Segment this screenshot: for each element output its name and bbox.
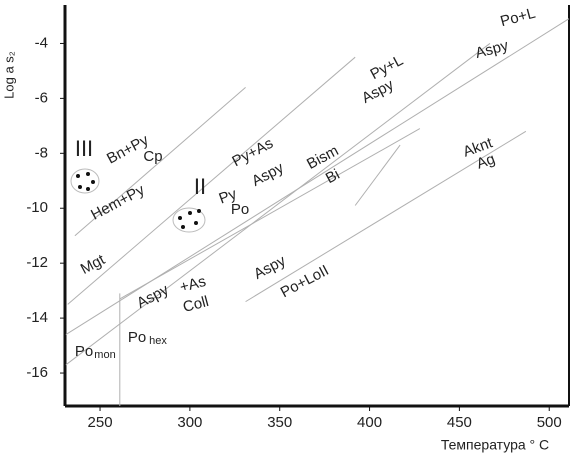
dot <box>197 209 201 213</box>
dot <box>188 211 192 215</box>
x-tick-label: 250 <box>88 414 113 431</box>
boundary-line <box>65 43 491 366</box>
y-tick-label: -8 <box>35 144 48 161</box>
dot <box>76 174 80 178</box>
dot <box>86 187 90 191</box>
y-tick-label: -14 <box>26 309 48 326</box>
region-label: hex <box>149 335 167 347</box>
dot <box>86 172 90 176</box>
region-label: Coll <box>181 293 210 316</box>
region-label: Po+L <box>499 5 538 31</box>
y-tick-label: -4 <box>35 34 48 51</box>
x-tick-label: 500 <box>537 414 562 431</box>
y-tick-label: -12 <box>26 254 48 271</box>
dot <box>194 221 198 225</box>
cluster-outline <box>70 168 100 194</box>
boundary-line <box>354 144 401 206</box>
region-label: mon <box>94 349 115 361</box>
x-tick-label: 450 <box>447 414 472 431</box>
region-label: Bi <box>323 166 343 187</box>
region-label: Aspy <box>249 159 287 190</box>
region-label: Aspy <box>134 281 172 312</box>
region-label: II <box>194 174 206 199</box>
boundary-line <box>67 56 356 305</box>
boundary-line <box>74 87 246 237</box>
x-tick-label: 350 <box>267 414 292 431</box>
region-label: Py <box>217 185 240 207</box>
dot <box>178 216 182 220</box>
dot <box>91 180 95 184</box>
y-axis-title: Log a s₂ <box>1 51 16 99</box>
boundary-line <box>119 128 421 300</box>
marker-cluster <box>70 168 100 194</box>
region-label: III <box>75 136 93 161</box>
region-label: Cp <box>143 148 162 165</box>
region-label: Po <box>231 201 249 218</box>
dot <box>78 185 82 189</box>
region-label: Aspy <box>474 37 511 62</box>
x-tick-label: 300 <box>177 414 202 431</box>
boundary-line <box>245 130 527 303</box>
x-axis-title: Температура ° С <box>441 437 549 453</box>
x-tick-label: 400 <box>357 414 382 431</box>
region-label: +As <box>178 273 208 296</box>
region-label: Ag <box>474 150 497 172</box>
y-tick-label: -10 <box>26 199 48 216</box>
marker-cluster <box>172 207 206 233</box>
region-label: Po <box>75 343 93 360</box>
y-tick-label: -16 <box>26 364 48 381</box>
cluster-outline <box>172 207 206 233</box>
region-label: Po <box>128 329 146 346</box>
y-tick-label: -6 <box>35 89 48 106</box>
dot <box>181 225 185 229</box>
